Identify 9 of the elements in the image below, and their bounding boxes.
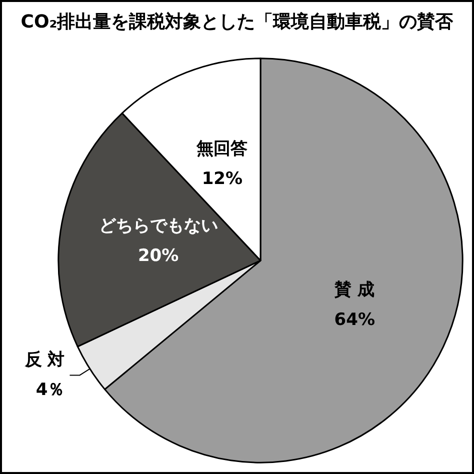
slice-label: どちらでもない bbox=[98, 216, 218, 236]
chart-title: CO₂排出量を課税対象とした「環境自動車税」の賛否 bbox=[20, 12, 454, 32]
slice-label: 賛 成 bbox=[334, 280, 375, 300]
data-label: 64% bbox=[334, 310, 375, 330]
data-label: 4％ bbox=[36, 380, 65, 400]
data-label: 12% bbox=[202, 168, 243, 189]
slice-label: 無回答 bbox=[196, 138, 248, 159]
slice-label: 反 対 bbox=[24, 350, 65, 370]
data-label: 20% bbox=[138, 246, 179, 266]
